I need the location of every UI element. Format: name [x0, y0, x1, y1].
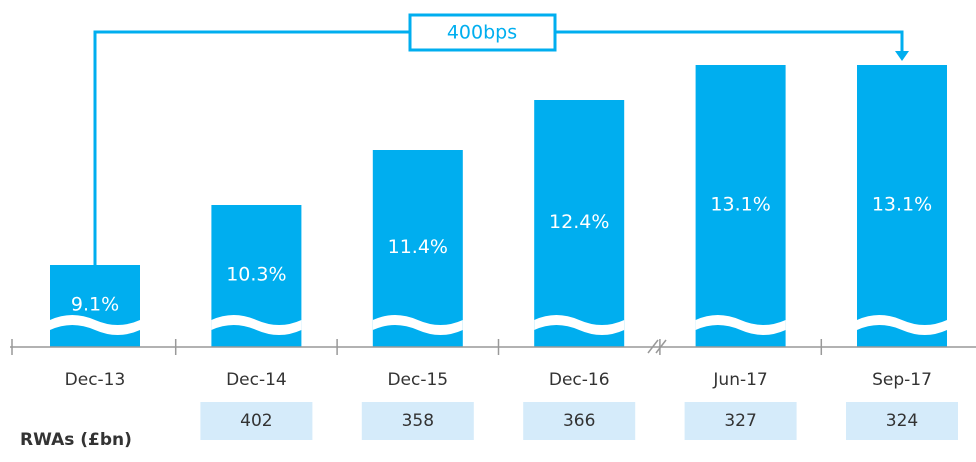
- value-label: 12.4%: [549, 211, 609, 233]
- bar: [857, 65, 947, 347]
- bar: [695, 65, 786, 347]
- value-label: 10.3%: [226, 264, 286, 286]
- table-value: 327: [724, 411, 756, 431]
- x-tick-label: Dec-15: [387, 370, 448, 390]
- break-wave: [695, 315, 786, 335]
- bar: [372, 150, 463, 347]
- table-cell: [361, 402, 474, 440]
- bar: [534, 100, 625, 347]
- annotation: 400bps: [447, 22, 517, 44]
- value-label: 13.1%: [872, 194, 932, 216]
- x-tick-label: Sep-17: [872, 370, 932, 390]
- annotation-box: [408, 13, 557, 52]
- table-value: 366: [563, 411, 595, 431]
- break-wave: [534, 315, 625, 335]
- table-cell: [200, 402, 313, 440]
- arrow-head: [895, 51, 909, 61]
- marks: [50, 65, 947, 347]
- table-value: 402: [240, 411, 272, 431]
- table-label: RWAs (£bn): [20, 430, 132, 450]
- break-wave: [857, 315, 947, 335]
- break-wave: [50, 315, 140, 335]
- break-wave: [211, 315, 302, 335]
- table-value: 324: [886, 411, 918, 431]
- value-label: 9.1%: [71, 294, 119, 316]
- x-tick-label: Dec-13: [65, 370, 126, 390]
- table-cell: [523, 402, 636, 440]
- axis-break: [647, 339, 667, 354]
- break-wave: [372, 315, 463, 335]
- table-value: 358: [402, 411, 434, 431]
- table-cell: [846, 402, 958, 440]
- value-label: 11.4%: [388, 236, 448, 258]
- value-label: 13.1%: [710, 194, 770, 216]
- x-tick-label: Dec-14: [226, 370, 287, 390]
- x-tick-label: Jun-17: [712, 370, 767, 390]
- table-cell: [684, 402, 797, 440]
- x-tick-label: Dec-16: [549, 370, 610, 390]
